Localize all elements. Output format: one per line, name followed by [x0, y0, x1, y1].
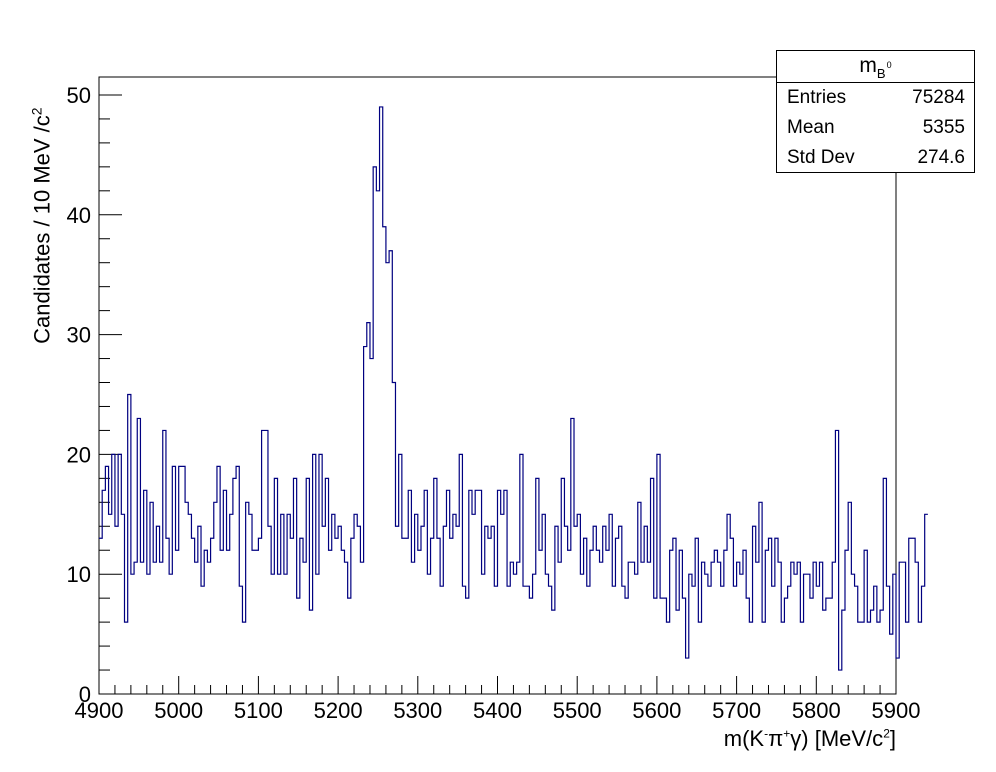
stats-row-mean: Mean 5355 — [777, 113, 974, 143]
x-tick-label: 5100 — [234, 698, 283, 723]
stats-label: Entries — [787, 87, 847, 108]
y-tick-label: 40 — [67, 203, 91, 228]
x-tick-label: 4900 — [75, 698, 124, 723]
stats-title: mB0 — [777, 51, 974, 83]
x-tick-label: 5600 — [632, 698, 681, 723]
y-tick-label: 0 — [79, 682, 91, 707]
stats-label: Mean — [787, 117, 835, 138]
x-tick-label: 5200 — [314, 698, 363, 723]
histogram-line — [99, 106, 928, 671]
y-tick-label: 50 — [67, 83, 91, 108]
stats-row-entries: Entries 75284 — [777, 83, 974, 113]
stats-label: Std Dev — [787, 147, 855, 168]
x-axis: 4900 5000 5100 5200 5300 5400 5500 5600 5700 5800… — [75, 676, 921, 723]
y-axis: 0 10 20 30 40 50 — [67, 83, 122, 707]
x-tick-label: 5400 — [473, 698, 522, 723]
stats-value: 75284 — [912, 87, 965, 108]
x-tick-label: 5700 — [712, 698, 761, 723]
stats-value: 274.6 — [917, 147, 965, 168]
x-tick-label: 5900 — [872, 698, 921, 723]
x-tick-label: 5500 — [553, 698, 602, 723]
x-axis-title: m(K-π+γ) [MeV/c2] — [723, 726, 896, 751]
stats-box: mB0 Entries 75284 Mean 5355 Std Dev 274.… — [776, 50, 975, 173]
x-tick-label: 5300 — [393, 698, 442, 723]
x-tick-label: 5800 — [792, 698, 841, 723]
y-axis-title: Candidates / 10 MeV /c2 — [28, 107, 55, 344]
y-tick-label: 10 — [67, 562, 91, 587]
y-tick-label: 30 — [67, 323, 91, 348]
stats-row-stddev: Std Dev 274.6 — [777, 143, 974, 173]
stats-value: 5355 — [922, 117, 965, 138]
x-tick-label: 5000 — [154, 698, 203, 723]
y-tick-label: 20 — [67, 442, 91, 467]
